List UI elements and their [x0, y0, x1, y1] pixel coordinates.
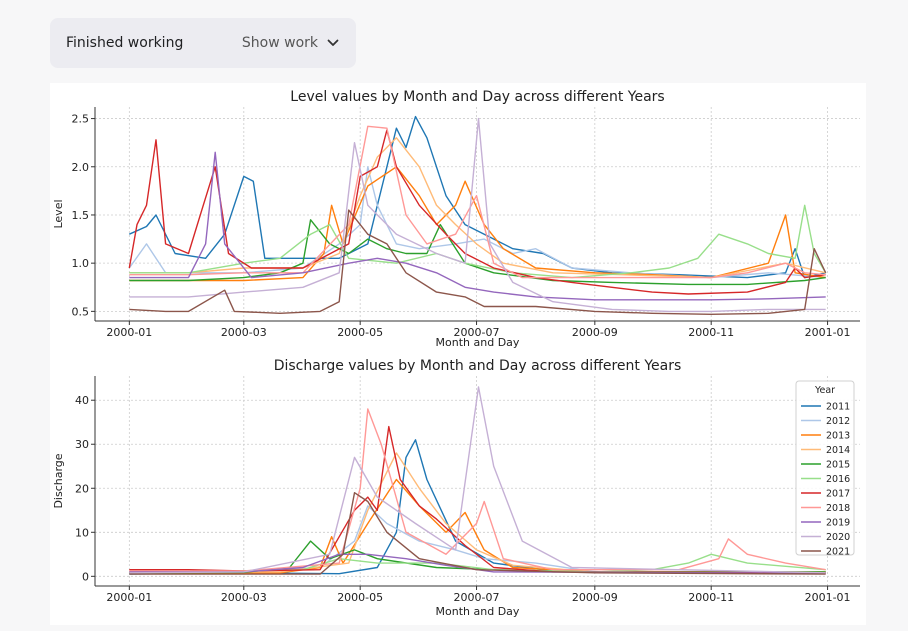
legend-label-2012: 2012 [826, 416, 850, 427]
chart-canvas: Level values by Month and Day across dif… [52, 89, 860, 618]
x-tick-label: 2000-01 [106, 591, 152, 604]
x-tick-label: 2000-05 [337, 326, 383, 339]
chart-title: Level values by Month and Day across dif… [290, 89, 664, 105]
legend-label-2018: 2018 [826, 503, 850, 514]
x-tick-label: 2001-01 [805, 326, 851, 339]
x-tick-label: 2000-09 [572, 591, 618, 604]
chart-title: Discharge values by Month and Day across… [274, 358, 682, 374]
legend-box [795, 380, 855, 556]
y-tick-label: 40 [75, 394, 89, 407]
series-line-2011 [129, 115, 826, 279]
subplot-2: Discharge values by Month and Day across… [52, 358, 860, 618]
chart-figure: Level values by Month and Day across dif… [50, 83, 866, 625]
y-axis-label: Discharge [52, 453, 65, 508]
x-tick-label: 2000-11 [688, 326, 734, 339]
y-tick-label: 1.5 [72, 209, 90, 222]
x-axis-label: Month and Day [436, 605, 520, 618]
x-tick-label: 2000-07 [454, 326, 500, 339]
y-tick-label: 0 [82, 570, 89, 583]
legend-label-2013: 2013 [826, 431, 850, 442]
show-work-toggle[interactable]: Show work [242, 35, 340, 51]
series-line-2015 [129, 219, 826, 286]
y-tick-label: 0.5 [72, 305, 90, 318]
legend-label-2020: 2020 [826, 532, 850, 543]
y-tick-label: 1.0 [72, 257, 90, 270]
legend-label-2019: 2019 [826, 518, 850, 529]
series-line-2018 [129, 125, 826, 279]
series-line-2021 [129, 492, 826, 575]
x-tick-label: 2000-09 [572, 326, 618, 339]
show-work-label: Show work [241, 35, 318, 51]
y-tick-label: 2.0 [72, 161, 90, 174]
x-tick-label: 2000-03 [221, 591, 267, 604]
chevron-down-icon [327, 39, 339, 46]
y-axis-label: Level [52, 199, 65, 228]
subplot-1: Level values by Month and Day across dif… [52, 89, 860, 349]
legend-label-2011: 2011 [826, 402, 850, 413]
series-line-2016 [129, 204, 827, 279]
legend-label-2017: 2017 [826, 489, 850, 500]
series-line-2012 [129, 505, 826, 573]
status-bar: Finished working Show work [50, 18, 356, 68]
legend-label-2014: 2014 [826, 445, 850, 456]
x-tick-label: 2000-05 [337, 591, 383, 604]
y-tick-label: 2.5 [72, 113, 90, 126]
x-tick-label: 2000-11 [688, 591, 734, 604]
series-line-2021 [129, 209, 827, 315]
x-tick-label: 2000-03 [221, 326, 267, 339]
series-line-2018 [129, 408, 826, 572]
legend-title: Year [814, 385, 835, 396]
series-line-2012 [128, 166, 826, 279]
status-label: Finished working [66, 35, 184, 51]
series-line-2020 [129, 117, 826, 313]
y-tick-label: 30 [75, 438, 89, 451]
legend-label-2015: 2015 [826, 460, 850, 471]
series-group [129, 386, 826, 575]
x-tick-label: 2001-01 [805, 591, 851, 604]
x-axis-label: Month and Day [436, 336, 520, 349]
legend-label-2016: 2016 [826, 474, 850, 485]
legend-label-2021: 2021 [826, 547, 850, 558]
y-tick-label: 20 [75, 482, 89, 495]
series-group [128, 115, 827, 315]
legend: Year 2011 2012 2013 2014 2015 2016 2017 2018 2019… [795, 380, 855, 558]
x-tick-label: 2000-07 [454, 591, 500, 604]
series-line-2013 [129, 478, 826, 574]
x-tick-label: 2000-01 [106, 326, 152, 339]
y-tick-label: 10 [75, 526, 89, 539]
series-line-2013 [129, 166, 826, 282]
series-line-2019 [129, 151, 826, 301]
series-line-2020 [129, 386, 826, 574]
